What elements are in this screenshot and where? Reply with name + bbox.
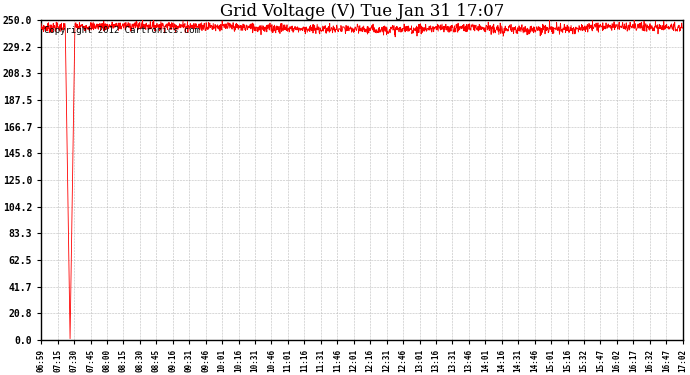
Title: Grid Voltage (V) Tue Jan 31 17:07: Grid Voltage (V) Tue Jan 31 17:07 xyxy=(219,3,504,20)
Text: Copyright 2012 Cartronics.com: Copyright 2012 Cartronics.com xyxy=(44,26,200,35)
